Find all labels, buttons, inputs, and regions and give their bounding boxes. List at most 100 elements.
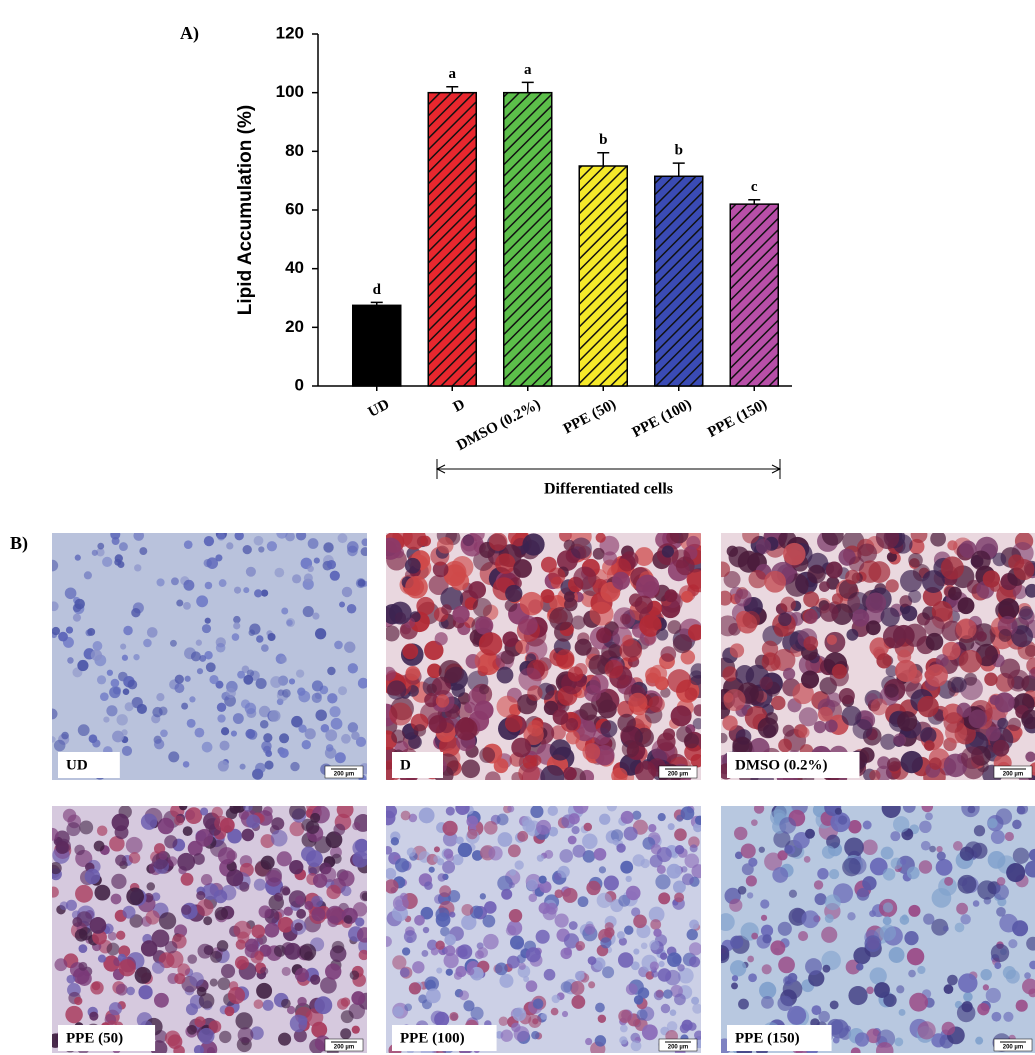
cell (340, 1028, 352, 1040)
cell (821, 845, 836, 859)
cell (251, 924, 266, 939)
cell (494, 962, 508, 976)
cell (198, 993, 215, 1009)
cell (990, 943, 1010, 963)
cell (450, 571, 470, 591)
cell (583, 822, 593, 832)
cell (667, 669, 692, 693)
cell (234, 533, 244, 541)
cell (618, 937, 627, 946)
cell (740, 843, 756, 859)
cell (66, 974, 76, 984)
cell (879, 924, 897, 941)
cell (440, 926, 450, 937)
cell (320, 976, 337, 994)
cell (253, 535, 264, 546)
cell (500, 1029, 513, 1042)
cell (196, 986, 207, 997)
cell (649, 961, 659, 971)
panel-label: B) (10, 533, 28, 554)
cell (680, 649, 696, 665)
cell (686, 569, 701, 590)
cell (181, 702, 189, 710)
cell (254, 589, 263, 598)
cell (139, 547, 148, 556)
cell (67, 657, 74, 664)
cell (122, 688, 130, 696)
cell (216, 702, 227, 713)
cell (571, 995, 586, 1009)
cell (963, 992, 973, 1002)
cell (121, 654, 129, 661)
cell (692, 1003, 701, 1014)
cell (664, 589, 678, 603)
cell (424, 692, 439, 708)
cell (813, 720, 827, 734)
cell (570, 981, 585, 996)
cell (117, 560, 125, 569)
cell (584, 684, 602, 702)
cell (689, 919, 700, 930)
cell (196, 595, 209, 608)
cell (624, 925, 634, 935)
cell (245, 728, 256, 739)
cell (497, 832, 513, 847)
cell (906, 947, 925, 966)
cell (655, 874, 671, 890)
cell (294, 922, 303, 932)
cell (876, 653, 892, 669)
x-tick-label: D (451, 396, 468, 415)
cell (1019, 606, 1034, 620)
cell (923, 913, 935, 925)
cell (625, 885, 641, 901)
cell (995, 808, 1013, 825)
cell (435, 912, 451, 928)
cell (864, 935, 882, 953)
cell (628, 692, 648, 713)
cell (260, 967, 269, 976)
cell (312, 612, 320, 620)
cell (902, 806, 916, 813)
cell (386, 936, 392, 947)
cell (66, 822, 81, 837)
cell (185, 807, 203, 825)
cell (582, 850, 596, 863)
cell (895, 659, 918, 683)
cell (58, 631, 68, 642)
cell (424, 976, 440, 992)
significance-letter: b (675, 143, 683, 159)
cell (780, 596, 796, 613)
cell (305, 820, 320, 834)
cell (483, 933, 499, 950)
error-bar (748, 198, 761, 205)
cell (633, 948, 640, 955)
cell (619, 1024, 628, 1033)
x-tick-label: PPE (50) (561, 396, 619, 437)
cell (158, 706, 168, 716)
cell (320, 866, 337, 883)
cell (468, 581, 487, 599)
cell (723, 692, 734, 703)
cell (977, 880, 997, 900)
cell (501, 888, 513, 900)
cell (183, 601, 191, 610)
cell (408, 982, 422, 995)
cell (84, 868, 101, 885)
cell (612, 571, 631, 590)
cell (1024, 583, 1035, 598)
cell (663, 989, 673, 999)
cell (386, 680, 407, 700)
cell (288, 678, 296, 685)
cell (667, 620, 682, 635)
cell (65, 1005, 83, 1024)
cell (186, 718, 196, 728)
cell (193, 1044, 204, 1053)
cell (814, 893, 827, 906)
cell (110, 893, 122, 905)
cell (807, 564, 826, 584)
cell (430, 1010, 445, 1025)
cell (509, 869, 517, 876)
cell (954, 922, 965, 933)
cell (297, 687, 306, 696)
cell (330, 717, 343, 730)
